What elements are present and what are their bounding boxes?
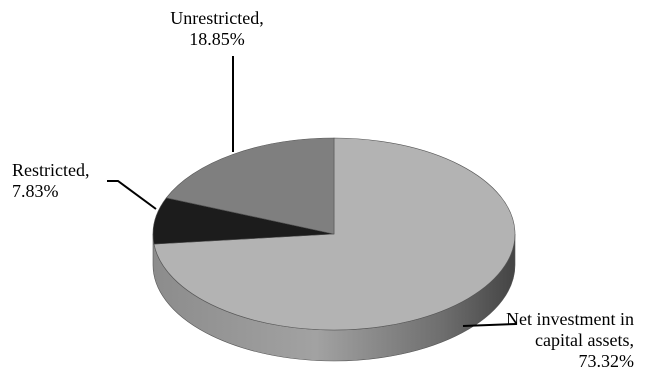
- slice-label-line: 18.85%: [189, 29, 245, 49]
- slice-label-line: 7.83%: [12, 181, 59, 201]
- pie-tops: [152, 137, 516, 331]
- slice-label-line: Net investment in: [506, 309, 634, 329]
- pie-slice-net-investment-in: [153, 137, 516, 331]
- slice-label-restricted: Restricted, 7.83%: [12, 160, 89, 201]
- leader-lines: [107, 56, 517, 327]
- slice-label-net-investment-in: Net investment in capital assets, 73.32%: [506, 309, 634, 371]
- slice-label-line: Unrestricted,: [170, 8, 263, 28]
- slice-label-unrestricted: Unrestricted, 18.85%: [170, 8, 263, 49]
- slice-label-line: Restricted,: [12, 160, 89, 180]
- slice-label-line: capital assets,: [535, 330, 634, 350]
- leader-line-restricted: [107, 180, 157, 210]
- leader-line-net-investment-in: [462, 323, 517, 327]
- slice-labels: Net investment in capital assets, 73.32% Re…: [12, 8, 634, 371]
- slice-label-line: 73.32%: [579, 351, 635, 371]
- pie-slice-unrestricted: [165, 137, 335, 235]
